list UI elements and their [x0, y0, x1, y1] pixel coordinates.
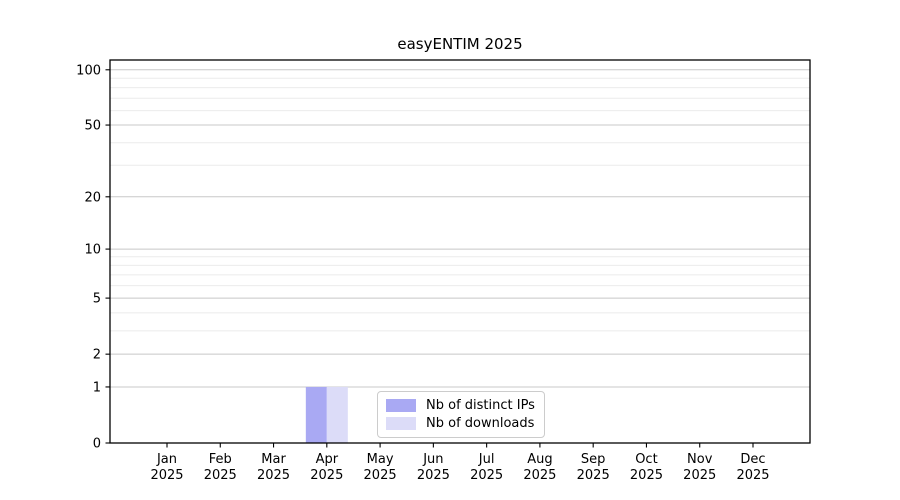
y-tick-label: 20	[84, 190, 101, 205]
legend-swatch-distinct-ips	[386, 398, 416, 412]
legend: Nb of distinct IPs Nb of downloads	[377, 391, 545, 438]
x-tick-label-year: 2025	[310, 468, 343, 483]
y-tick-label: 100	[76, 63, 101, 78]
legend-item-distinct-ips: Nb of distinct IPs	[386, 398, 536, 413]
x-tick-label-year: 2025	[257, 468, 290, 483]
legend-label-distinct-ips: Nb of distinct IPs	[426, 397, 535, 413]
x-tick-label-year: 2025	[417, 468, 450, 483]
y-tick-label: 2	[93, 348, 101, 363]
x-tick-label-month: Oct	[635, 452, 657, 467]
x-tick-label-month: Mar	[261, 452, 286, 467]
x-tick-label-year: 2025	[364, 468, 397, 483]
x-tick-label-month: Feb	[209, 452, 232, 467]
y-tick-label: 5	[93, 292, 101, 307]
legend-item-downloads: Nb of downloads	[386, 416, 536, 431]
x-tick-label-month: Jan	[156, 452, 177, 467]
x-tick-label-year: 2025	[150, 468, 183, 483]
chart-title: easyENTIM 2025	[397, 35, 523, 53]
plot-border	[109, 59, 811, 444]
legend-label-downloads: Nb of downloads	[426, 416, 535, 432]
x-tick-label-month: Nov	[687, 452, 713, 467]
y-tick-label: 50	[84, 119, 101, 134]
legend-swatch-downloads	[386, 417, 416, 431]
bar-apr-series0	[305, 386, 327, 443]
x-tick-label-month: Jun	[422, 452, 443, 467]
x-tick-label-year: 2025	[736, 468, 769, 483]
x-tick-label-month: Jul	[478, 452, 495, 467]
x-tick-label-year: 2025	[683, 468, 716, 483]
x-tick-label-month: May	[367, 452, 394, 467]
x-tick-label-month: Aug	[527, 452, 552, 467]
y-tick-label: 1	[93, 380, 101, 395]
x-tick-label-year: 2025	[630, 468, 663, 483]
x-tick-label-month: Sep	[581, 452, 606, 467]
x-tick-label-year: 2025	[470, 468, 503, 483]
x-tick-label-year: 2025	[204, 468, 237, 483]
x-tick-label-year: 2025	[577, 468, 610, 483]
x-tick-label-month: Apr	[316, 452, 339, 467]
x-tick-label-year: 2025	[523, 468, 556, 483]
x-tick-label-month: Dec	[740, 452, 765, 467]
bar-apr-series1	[326, 386, 348, 443]
y-tick-label: 10	[84, 243, 101, 258]
y-tick-label: 0	[93, 437, 101, 452]
